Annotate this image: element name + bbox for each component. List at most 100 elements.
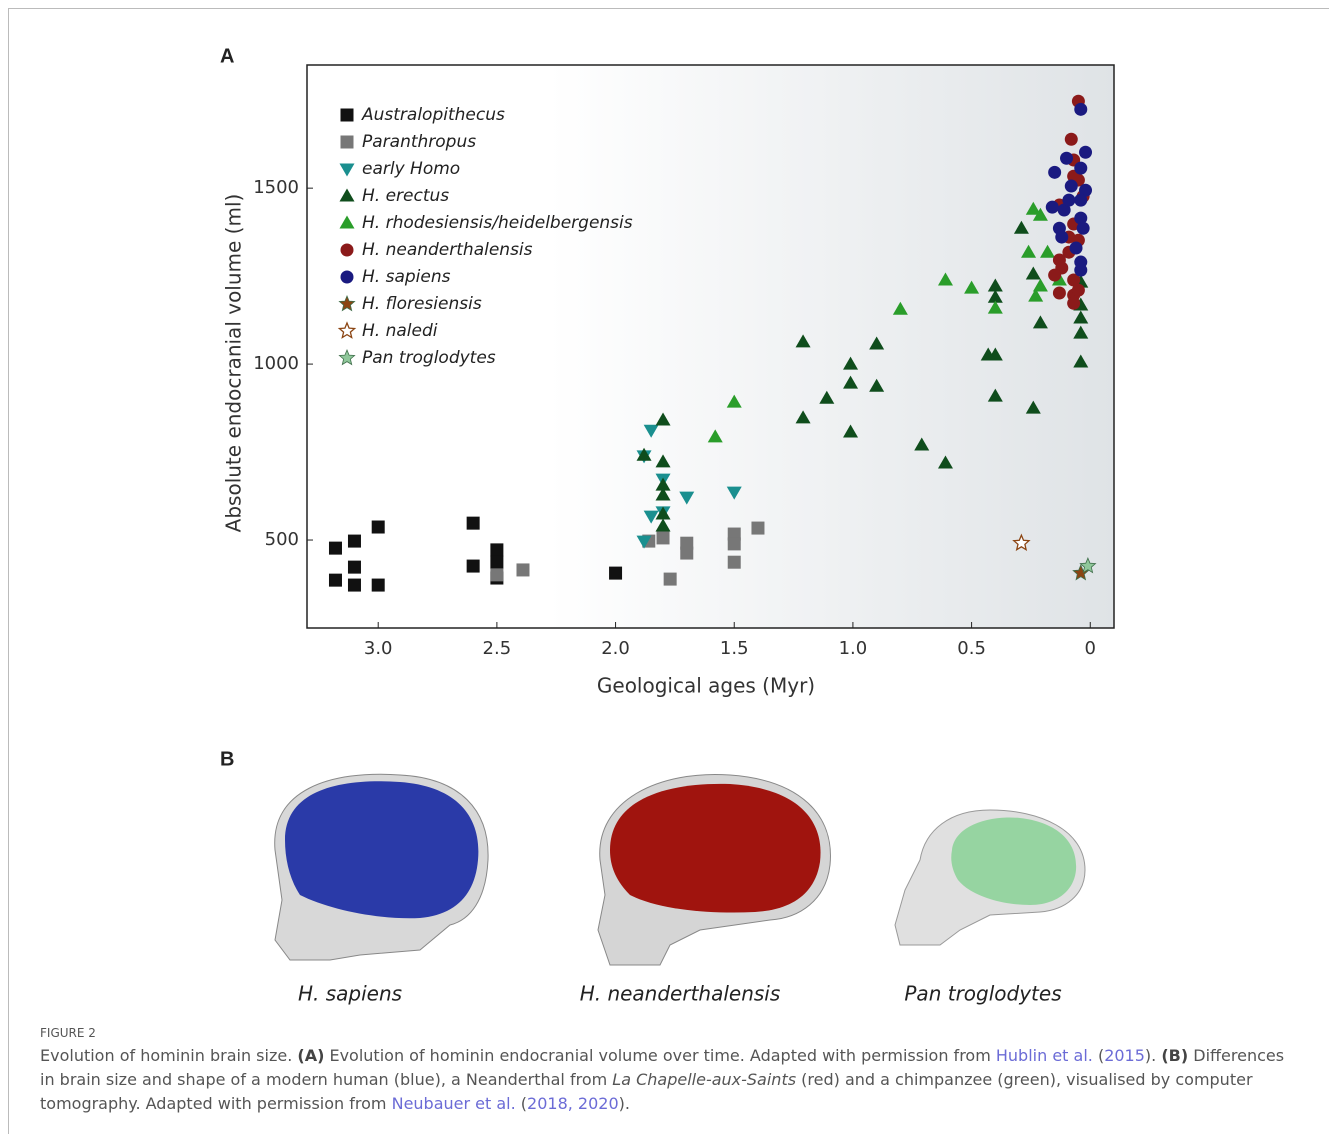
legend-label: H. erectus xyxy=(362,186,449,206)
point xyxy=(490,568,504,582)
point xyxy=(1074,161,1088,175)
point xyxy=(680,546,694,560)
caption-link[interactable]: 2018, 2020 xyxy=(527,1094,619,1113)
figure: A B Geological ages (Myr) Absolute endoc… xyxy=(220,45,1115,1006)
point xyxy=(1064,179,1078,193)
x-tick-label: 0 xyxy=(1085,638,1096,659)
point xyxy=(843,375,859,389)
x-axis-label: Geological ages (Myr) xyxy=(597,674,815,698)
caption-text: ( xyxy=(515,1094,528,1113)
point xyxy=(1074,263,1088,277)
point xyxy=(707,429,723,443)
point xyxy=(347,560,361,574)
legend-label: H. rhodesiensis/heidelbergensis xyxy=(362,213,633,233)
point xyxy=(680,536,694,550)
legend-marker xyxy=(337,321,357,339)
point xyxy=(1040,244,1056,258)
caption-text: (red) and a chimpanzee (green), visualis… xyxy=(40,1070,1253,1113)
point xyxy=(1055,230,1069,244)
point xyxy=(795,334,811,348)
point xyxy=(1079,557,1097,574)
y-tick-label: 500 xyxy=(265,529,299,550)
point xyxy=(987,278,1003,292)
point xyxy=(655,477,671,491)
point xyxy=(795,410,811,424)
figure-caption: Evolution of hominin brain size. (A) Evo… xyxy=(40,1044,1300,1116)
legend-label: Pan troglodytes xyxy=(362,348,496,368)
point xyxy=(727,555,741,569)
point xyxy=(1074,211,1088,225)
point xyxy=(1032,315,1048,329)
point xyxy=(1064,132,1078,146)
legend-marker xyxy=(340,108,354,122)
caption-bold: (A) xyxy=(297,1046,325,1065)
point xyxy=(1057,203,1071,217)
point xyxy=(1074,193,1088,207)
skull-pan xyxy=(894,809,1086,946)
point xyxy=(1073,354,1089,368)
legend-marker xyxy=(339,188,355,202)
point xyxy=(347,578,361,592)
legend-marker xyxy=(340,243,354,257)
point xyxy=(1079,183,1093,197)
point xyxy=(869,336,885,350)
point xyxy=(1062,193,1076,207)
point xyxy=(1079,145,1093,159)
legend-label: Paranthropus xyxy=(362,132,476,152)
point xyxy=(914,437,930,451)
legend-marker xyxy=(340,135,354,149)
caption-text: Differences in brain size and shape of a… xyxy=(40,1046,1285,1089)
image-caption: H. sapiens xyxy=(298,982,402,1006)
point xyxy=(371,578,385,592)
point xyxy=(892,301,908,315)
x-tick-label: 2.5 xyxy=(483,638,512,659)
point xyxy=(328,541,342,555)
point xyxy=(490,555,504,569)
point xyxy=(937,455,953,469)
x-tick-label: 3.0 xyxy=(364,638,393,659)
point xyxy=(655,518,671,532)
point xyxy=(609,566,623,580)
point xyxy=(1048,165,1062,179)
caption-link[interactable]: Hublin et al. xyxy=(995,1046,1093,1065)
point xyxy=(1012,533,1031,552)
caption-link[interactable]: 2015 xyxy=(1104,1046,1145,1065)
point xyxy=(679,491,695,505)
point xyxy=(328,573,342,587)
point xyxy=(1067,273,1081,287)
point xyxy=(1069,241,1083,255)
point xyxy=(987,388,1003,402)
legend-marker xyxy=(338,348,356,366)
point xyxy=(1045,200,1059,214)
point xyxy=(869,378,885,392)
point xyxy=(1052,286,1066,300)
x-tick-label: 1.5 xyxy=(720,638,749,659)
caption-text: ). xyxy=(618,1094,630,1113)
point xyxy=(663,572,677,586)
legend-label: H. naledi xyxy=(362,321,438,341)
point xyxy=(1028,288,1044,302)
point xyxy=(726,394,742,408)
point xyxy=(1032,278,1048,292)
point xyxy=(1013,220,1029,234)
point xyxy=(636,535,652,549)
caption-link[interactable]: Neubauer et al. xyxy=(391,1094,516,1113)
point xyxy=(1067,296,1081,310)
point xyxy=(727,537,741,551)
point xyxy=(655,487,671,501)
legend-marker xyxy=(338,294,356,312)
point xyxy=(1073,325,1089,339)
x-tick-label: 1.0 xyxy=(839,638,868,659)
y-tick-label: 1000 xyxy=(253,353,299,374)
point xyxy=(727,527,741,541)
point xyxy=(843,424,859,438)
figure-frame xyxy=(8,8,1329,1134)
point xyxy=(1076,221,1090,235)
point xyxy=(516,563,530,577)
legend-label: H. neanderthalensis xyxy=(362,240,533,260)
y-tick-label: 1500 xyxy=(253,177,299,198)
point xyxy=(1060,151,1074,165)
caption-italic: La Chapelle-aux-Saints xyxy=(612,1070,797,1089)
point xyxy=(1025,201,1041,215)
